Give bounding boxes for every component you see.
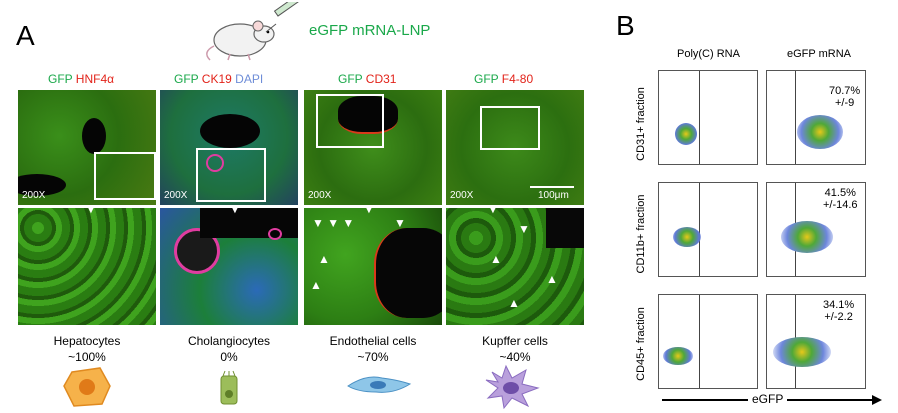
facs-col-header-1: Poly(C) RNA bbox=[677, 48, 740, 60]
facs-row-label-2: CD11b+ fraction bbox=[635, 194, 647, 274]
facs-row-label-3: CD45+ fraction bbox=[635, 307, 647, 381]
kupffer-cell-icon bbox=[485, 364, 540, 410]
facs-col-header-2: eGFP mRNA bbox=[787, 48, 851, 60]
micrograph-hepatocytes-zoom bbox=[18, 208, 156, 325]
cholangiocyte-icon bbox=[220, 370, 238, 405]
stain-header-4: GFP F4-80 bbox=[474, 72, 534, 86]
facs-plot-egfp-cd45: 34.1% +/-2.2 bbox=[766, 294, 866, 389]
zoom-arrow-3: ▼ bbox=[362, 200, 376, 216]
mouse-injection-illustration bbox=[206, 2, 300, 61]
zoom-arrow-2: ▼ bbox=[228, 200, 242, 216]
caption-kupffer: Kupffer cells ~40% bbox=[482, 334, 548, 364]
facs-stat-cd31: 70.7% +/-9 bbox=[829, 85, 861, 109]
facs-stat-cd11b: 41.5% +/-14.6 bbox=[823, 187, 858, 211]
micrograph-kupffer-zoom: ▼ ▲ ▲ ▲ bbox=[446, 208, 584, 325]
injection-label: eGFP mRNA-LNP bbox=[309, 22, 431, 39]
egfp-axis-label: eGFP bbox=[748, 392, 788, 406]
micrograph-endothelial-top: 200X bbox=[304, 90, 442, 205]
caption-cholangiocytes: Cholangiocytes 0% bbox=[187, 334, 271, 364]
zoom-arrow-4: ▼ bbox=[486, 200, 500, 216]
stain-header-3: GFP CD31 bbox=[338, 72, 397, 86]
stain-header-2: GFP CK19 DAPI bbox=[174, 72, 264, 86]
facs-plot-polyc-cd31 bbox=[658, 70, 758, 165]
panel-a-letter: A bbox=[16, 20, 35, 51]
facs-plot-polyc-cd45 bbox=[658, 294, 758, 389]
facs-plot-polyc-cd11b bbox=[658, 182, 758, 277]
zoom-arrow-1: ▼ bbox=[84, 200, 98, 216]
caption-hepatocytes: Hepatocytes ~100% bbox=[53, 334, 121, 364]
hepatocyte-icon bbox=[63, 367, 111, 407]
endothelial-cell-icon bbox=[347, 376, 412, 393]
micrograph-kupffer-top: 100μm 200X bbox=[446, 90, 584, 205]
micrograph-cholangiocytes-top: 200X bbox=[160, 90, 298, 205]
facs-plot-egfp-cd11b: 41.5% +/-14.6 bbox=[766, 182, 866, 277]
micrograph-endothelial-zoom: ▼ ▼ ▼ ▲ ▲ ▼ bbox=[304, 208, 442, 325]
panel-b-letter: B bbox=[616, 10, 635, 41]
micrograph-hepatocytes-top: 200X bbox=[18, 90, 156, 205]
micrograph-cholangiocytes-zoom bbox=[160, 208, 298, 325]
facs-stat-cd45: 34.1% +/-2.2 bbox=[823, 299, 855, 323]
facs-row-label-1: CD31+ fraction bbox=[635, 87, 647, 161]
caption-endothelial: Endothelial cells ~70% bbox=[329, 334, 417, 364]
facs-plot-egfp-cd31: 70.7% +/-9 bbox=[766, 70, 866, 165]
stain-header-1: GFP HNF4α bbox=[48, 72, 115, 86]
